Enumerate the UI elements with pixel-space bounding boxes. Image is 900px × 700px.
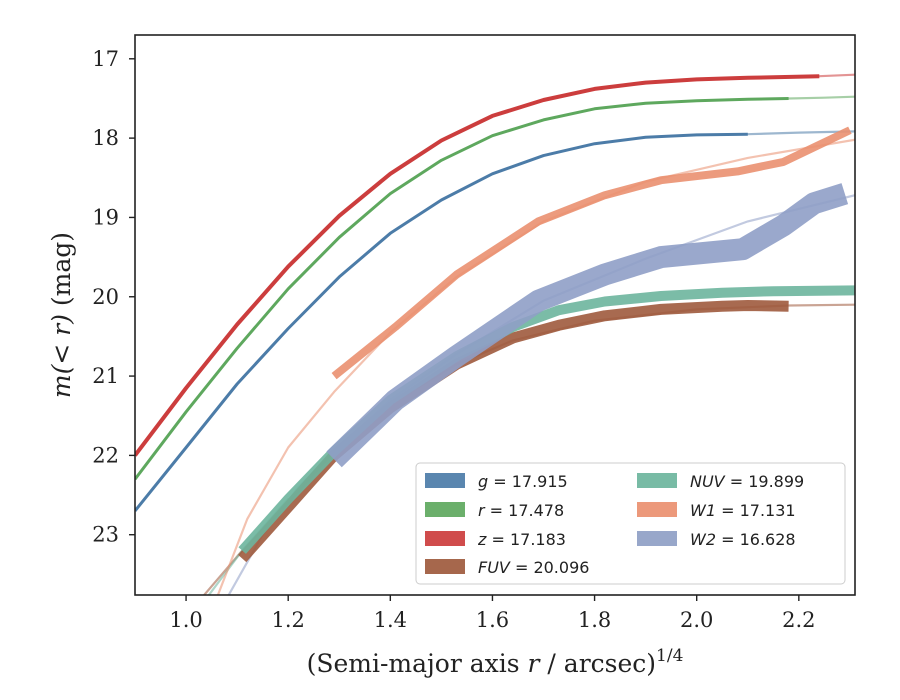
y-tick-label: 22 xyxy=(92,443,119,467)
y-tick-label: 18 xyxy=(92,126,119,150)
legend-swatch-r xyxy=(425,502,465,517)
plot-frame xyxy=(134,34,856,596)
series-line-g xyxy=(135,132,748,512)
y-tick-label: 19 xyxy=(92,205,119,229)
series-model-z xyxy=(818,73,855,78)
y-axis-label: m(< r) (mag) xyxy=(47,232,76,398)
legend-label-nuv: NUV = 19.899 xyxy=(690,472,804,491)
legend-label-w1: W1 = 17.131 xyxy=(690,501,796,520)
legend-swatch-g xyxy=(425,473,465,488)
y-tick-label: 20 xyxy=(92,285,119,309)
series-line-r xyxy=(135,97,789,481)
legend-swatch-z xyxy=(425,531,465,546)
series-model-g xyxy=(746,130,855,136)
legend-swatch-nuv xyxy=(637,473,677,488)
legend-box xyxy=(415,462,846,585)
y-tick-label: 17 xyxy=(92,47,119,71)
series-line-z xyxy=(135,74,820,457)
legend-label-fuv: FUV = 20.096 xyxy=(478,558,589,577)
x-tick-label: 2.2 xyxy=(782,608,815,632)
series-line-nuv xyxy=(238,285,855,554)
legend-swatch-w2 xyxy=(637,531,677,546)
y-tick-label: 21 xyxy=(92,364,119,388)
x-tick-label: 2.0 xyxy=(680,608,713,632)
legend-label-z: z = 17.183 xyxy=(477,530,566,549)
y-tick-label: 23 xyxy=(92,523,119,547)
series-line-w2 xyxy=(326,183,849,468)
series-model-r xyxy=(787,95,855,100)
axis-ticks: 1.0 1.2 1.4 1.6 1.8 2.0 2.2 17 18 19 20 21 22 23 xyxy=(92,47,815,632)
x-tick-label: 1.0 xyxy=(169,608,202,632)
x-tick-label: 1.6 xyxy=(476,608,509,632)
legend-swatch-fuv xyxy=(425,559,465,574)
legend-swatch-w1 xyxy=(637,502,677,517)
x-axis-label: (Semi-major axis r / arcsec)1/4 xyxy=(307,646,684,678)
x-tick-label: 1.4 xyxy=(374,608,407,632)
x-tick-label: 1.8 xyxy=(578,608,611,632)
series-line-w1 xyxy=(331,126,852,380)
x-tick-label: 1.2 xyxy=(271,608,304,632)
legend: g = 17.915 r = 17.478 z = 17.183 FUV = 20.0… xyxy=(415,462,846,585)
series-layer xyxy=(135,73,855,595)
legend-label-g: g = 17.915 xyxy=(478,472,568,491)
legend-label-r: r = 17.478 xyxy=(478,501,564,520)
legend-label-w2: W2 = 16.628 xyxy=(690,530,796,549)
